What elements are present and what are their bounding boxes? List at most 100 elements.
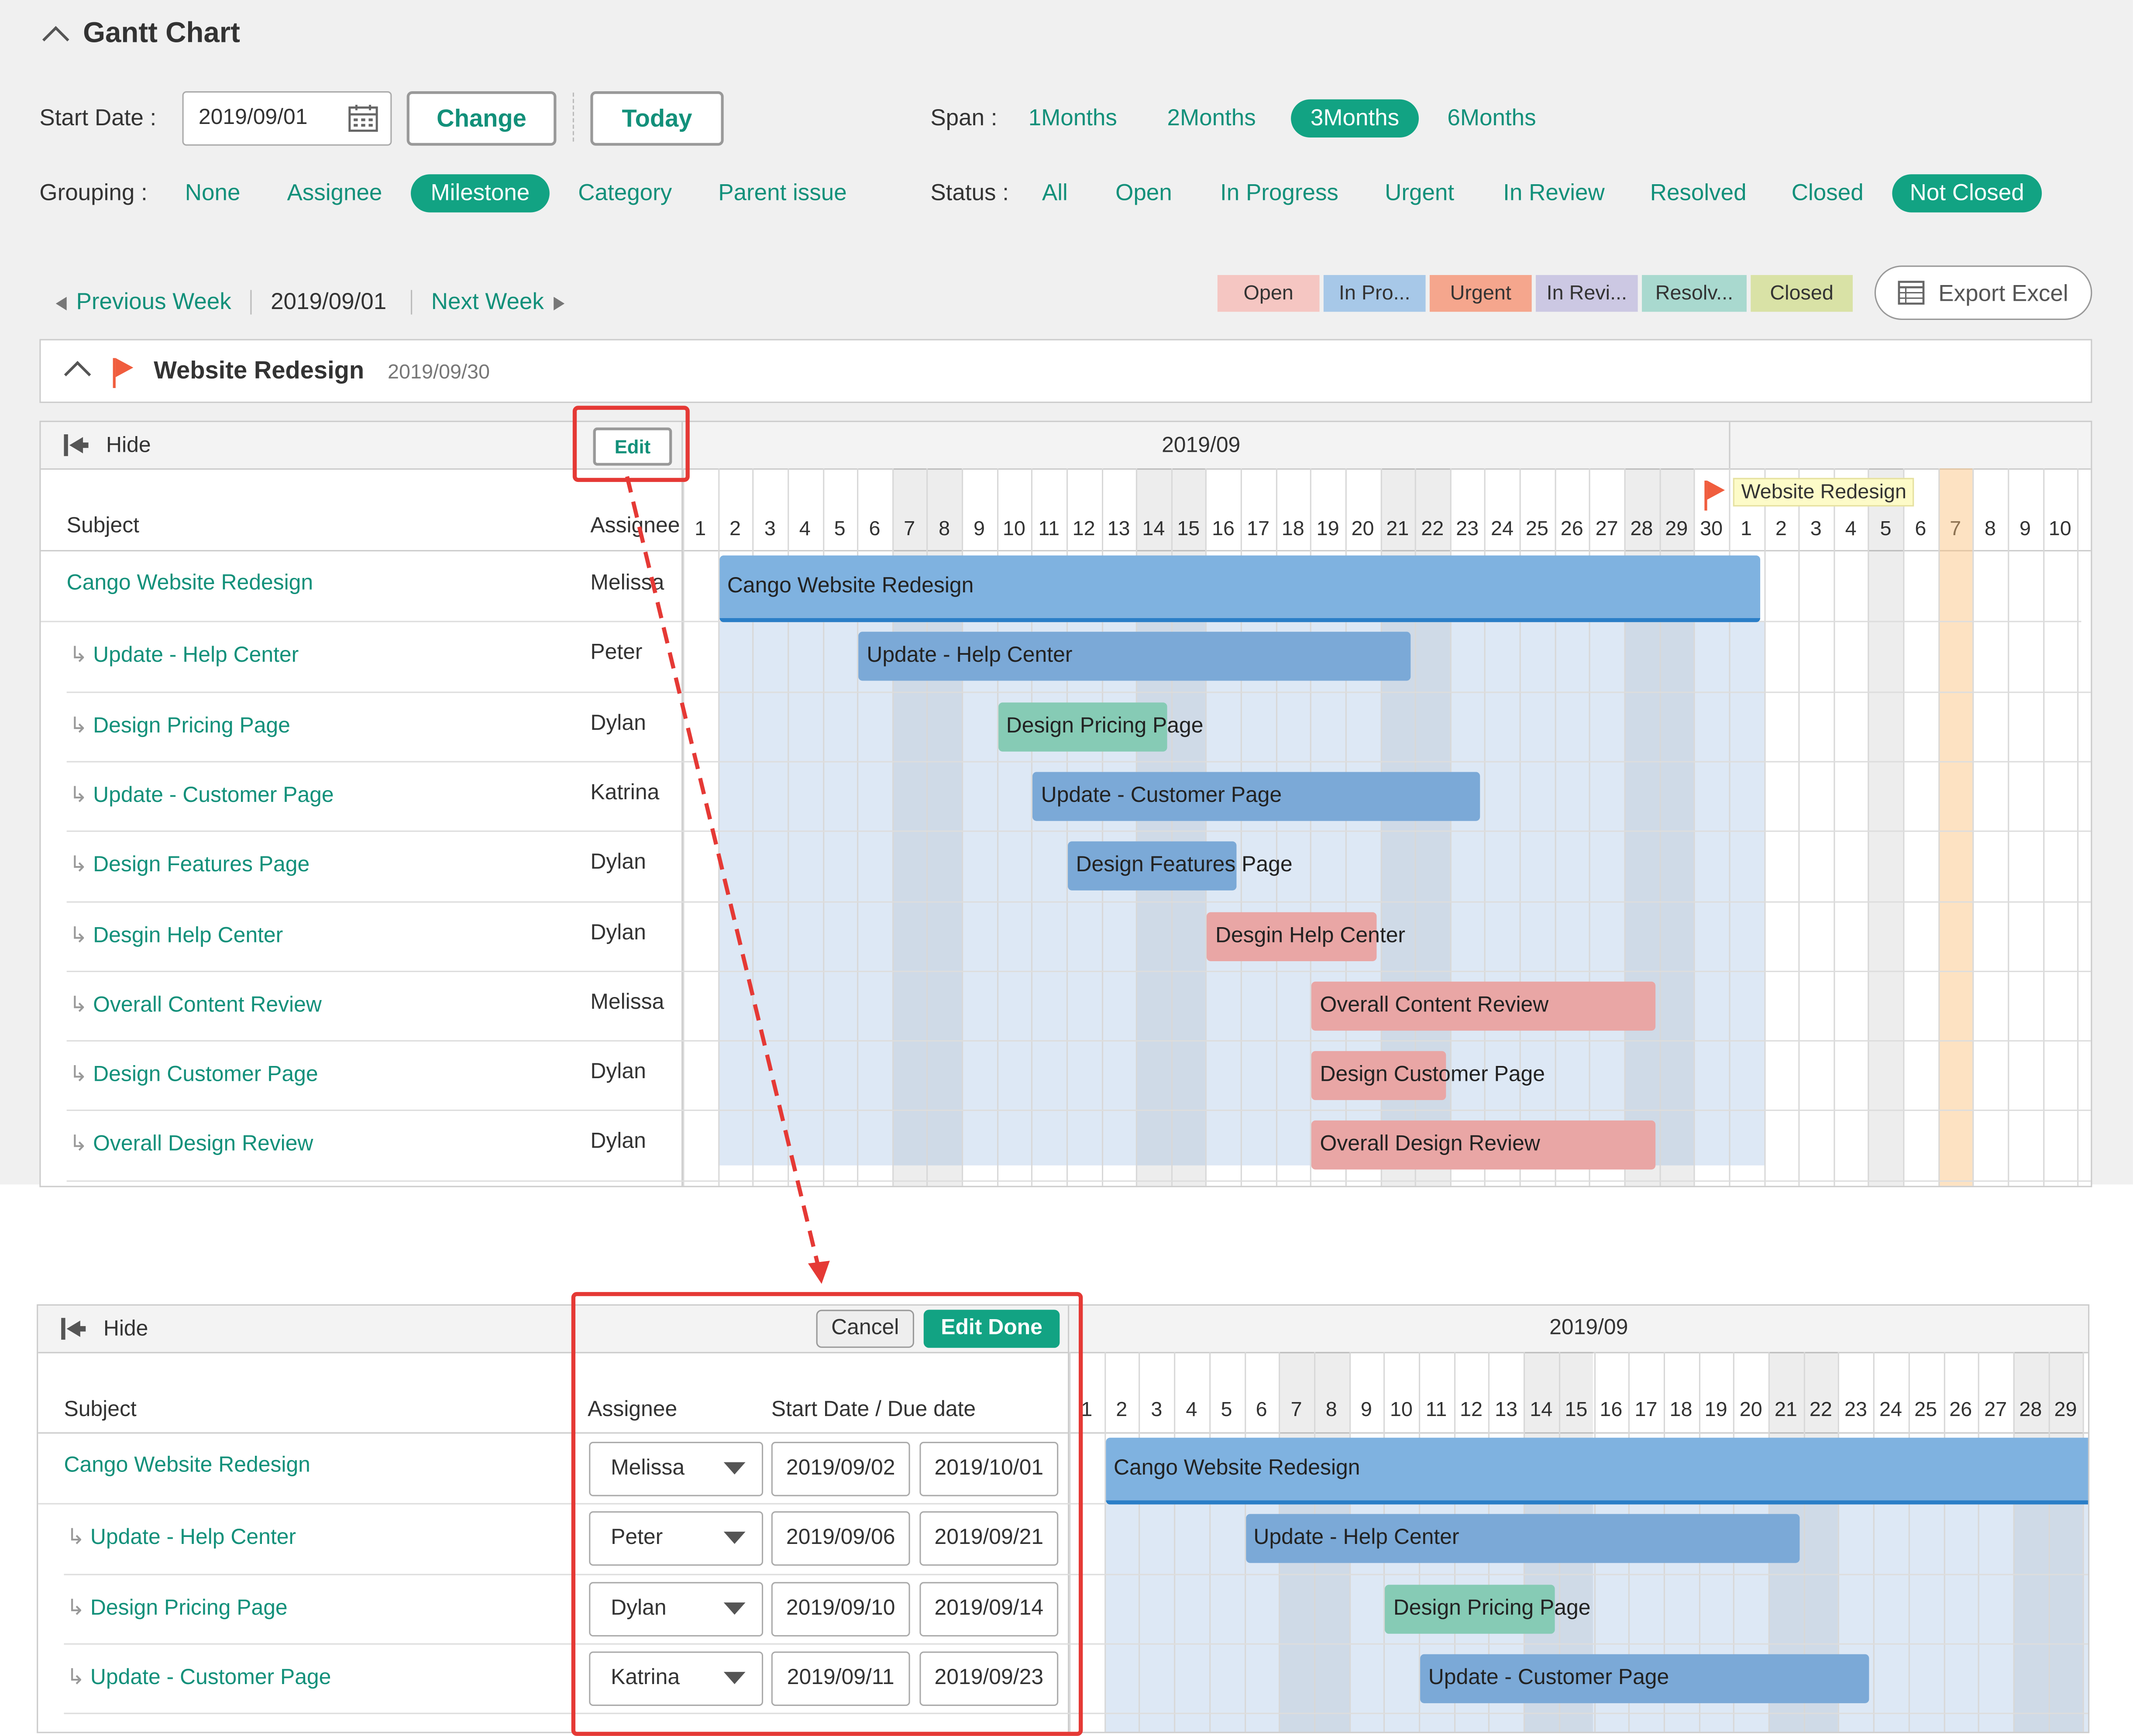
task-subject-text[interactable]: Design Features Page xyxy=(93,854,310,877)
task-subject-link[interactable]: Cango Website Redesign xyxy=(64,1454,310,1478)
hide-panel-icon[interactable] xyxy=(64,434,89,456)
day-number: 1 xyxy=(1741,517,1752,541)
task-subject-text[interactable]: Update - Customer Page xyxy=(90,1666,331,1690)
grouping-none[interactable]: None xyxy=(185,179,241,206)
day-number: 6 xyxy=(1256,1398,1267,1422)
gantt-bar[interactable]: Update - Help Center xyxy=(858,632,1411,681)
status-in-progress[interactable]: In Progress xyxy=(1220,179,1338,206)
grouping-parent-issue[interactable]: Parent issue xyxy=(718,179,847,206)
start-date-input[interactable]: 2019/09/01 xyxy=(182,91,392,146)
export-excel-button[interactable]: Export Excel xyxy=(1874,265,2092,320)
gantt-bar[interactable]: Update - Customer Page xyxy=(1032,772,1481,821)
due-date-input[interactable]: 2019/09/23 xyxy=(919,1651,1059,1706)
day-number: 9 xyxy=(2019,517,2031,541)
gantt-bar[interactable]: Design Features Page xyxy=(1067,842,1293,891)
row-divider xyxy=(66,901,2091,902)
due-date-input[interactable]: 2019/09/21 xyxy=(919,1512,1059,1566)
gantt-bar[interactable]: Design Customer Page xyxy=(1311,1051,1545,1100)
status-urgent[interactable]: Urgent xyxy=(1385,179,1455,206)
status-closed[interactable]: Closed xyxy=(1791,179,1864,206)
task-subject-link[interactable]: ↳ Update - Customer Page xyxy=(69,781,334,808)
next-week-arrow-icon[interactable] xyxy=(554,296,565,311)
day-gridline xyxy=(1798,468,1800,1186)
span-2months[interactable]: 2Months xyxy=(1167,105,1256,131)
start-date-input[interactable]: 2019/09/11 xyxy=(771,1651,910,1706)
edit-done-button[interactable]: Edit Done xyxy=(923,1310,1060,1348)
cancel-button[interactable]: Cancel xyxy=(816,1310,914,1348)
task-subject-text[interactable]: Design Customer Page xyxy=(93,1063,318,1087)
task-subject-text[interactable]: Cango Website Redesign xyxy=(64,1454,310,1478)
gantt-bar[interactable]: Update - Customer Page xyxy=(1420,1654,1869,1703)
task-subject-link[interactable]: ↳ Update - Help Center xyxy=(67,1524,296,1551)
span-1months[interactable]: 1Months xyxy=(1028,105,1117,131)
task-subject-text[interactable]: Design Pricing Page xyxy=(93,714,290,738)
next-week-link[interactable]: Next Week xyxy=(431,289,544,315)
change-button[interactable]: Change xyxy=(406,91,557,146)
left-grid-divider xyxy=(681,468,683,1186)
assignee-select[interactable]: Peter xyxy=(589,1512,764,1566)
span-6months[interactable]: 6Months xyxy=(1447,105,1536,131)
left-grid-divider xyxy=(1068,1352,1070,1732)
status-resolved[interactable]: Resolved xyxy=(1650,179,1747,206)
grouping-milestone-selected[interactable]: Milestone xyxy=(411,174,550,213)
day-gridline xyxy=(1838,1352,1840,1732)
gantt-bar[interactable]: Design Pricing Page xyxy=(1385,1584,1590,1633)
task-subject-text[interactable]: Cango Website Redesign xyxy=(66,571,313,595)
grouping-category[interactable]: Category xyxy=(578,179,672,206)
gantt-bar[interactable]: Cango Website Redesign xyxy=(719,555,1760,622)
due-date-input[interactable]: 2019/09/14 xyxy=(919,1581,1059,1636)
status-all[interactable]: All xyxy=(1042,179,1068,206)
status-open[interactable]: Open xyxy=(1115,179,1172,206)
day-number: 2 xyxy=(1116,1398,1128,1422)
task-subject-text[interactable]: Update - Customer Page xyxy=(93,784,334,808)
task-subject-link[interactable]: ↳ Update - Customer Page xyxy=(67,1664,331,1691)
task-subject-text[interactable]: Desgin Help Center xyxy=(93,924,283,947)
task-subject-text[interactable]: Design Pricing Page xyxy=(90,1596,288,1620)
task-subject-text[interactable]: Update - Help Center xyxy=(90,1526,296,1550)
hide-panel-icon[interactable] xyxy=(61,1318,86,1340)
start-date-input[interactable]: 2019/09/10 xyxy=(771,1581,910,1636)
task-subject-text[interactable]: Overall Content Review xyxy=(93,993,322,1017)
task-subject-link[interactable]: ↳ Design Pricing Page xyxy=(69,712,290,739)
previous-week-link[interactable]: Previous Week xyxy=(76,289,231,315)
hide-label[interactable]: Hide xyxy=(103,1318,148,1341)
gantt-bar[interactable]: Cango Website Redesign xyxy=(1105,1437,2088,1505)
start-date-input[interactable]: 2019/09/02 xyxy=(771,1442,910,1496)
assignee-select[interactable]: Katrina xyxy=(589,1651,764,1706)
calendar-icon[interactable] xyxy=(348,103,378,134)
task-subject-text[interactable]: Overall Design Review xyxy=(93,1133,313,1157)
month-label: 2019/09 xyxy=(1162,434,1241,457)
edit-button[interactable]: Edit xyxy=(593,427,672,466)
gantt-bar[interactable]: Desgin Help Center xyxy=(1207,911,1405,961)
start-date-input[interactable]: 2019/09/06 xyxy=(771,1512,910,1566)
gantt-bar[interactable]: Overall Content Review xyxy=(1311,981,1655,1031)
assignee-select[interactable]: Dylan xyxy=(589,1581,764,1636)
task-subject-link[interactable]: ↳ Design Pricing Page xyxy=(67,1594,288,1621)
day-number: 26 xyxy=(1560,517,1583,541)
task-subject-link[interactable]: ↳ Update - Help Center xyxy=(69,642,299,669)
task-subject-link[interactable]: ↳ Design Customer Page xyxy=(69,1061,318,1088)
grouping-assignee[interactable]: Assignee xyxy=(287,179,382,206)
task-subject-link[interactable]: ↳ Overall Design Review xyxy=(69,1131,313,1158)
status-in-review[interactable]: In Review xyxy=(1503,179,1605,206)
assignee-select[interactable]: Melissa xyxy=(589,1442,764,1496)
due-date-input[interactable]: 2019/10/01 xyxy=(919,1442,1059,1496)
task-subject-link[interactable]: ↳ Desgin Help Center xyxy=(69,921,283,948)
today-button[interactable]: Today xyxy=(590,91,724,146)
day-number: 17 xyxy=(1634,1398,1658,1422)
gantt-bar[interactable]: Design Pricing Page xyxy=(998,702,1203,751)
task-subject-link[interactable]: ↳ Design Features Page xyxy=(69,851,310,878)
hide-label[interactable]: Hide xyxy=(106,434,151,457)
gantt-bar[interactable]: Update - Help Center xyxy=(1245,1514,1799,1564)
task-subject-text[interactable]: Update - Help Center xyxy=(93,644,299,668)
milestone-name[interactable]: Website Redesign xyxy=(154,357,365,384)
gantt-bar[interactable]: Overall Design Review xyxy=(1311,1121,1655,1170)
task-subject-link[interactable]: ↳ Overall Content Review xyxy=(69,991,322,1018)
day-number: 18 xyxy=(1281,517,1304,541)
task-subject-link[interactable]: Cango Website Redesign xyxy=(67,572,313,596)
span-3months-selected[interactable]: 3Months xyxy=(1291,99,1419,138)
previous-week-arrow-icon[interactable] xyxy=(55,296,67,311)
status-not-closed-selected[interactable]: Not Closed xyxy=(1892,174,2042,213)
day-number: 21 xyxy=(1386,517,1409,541)
